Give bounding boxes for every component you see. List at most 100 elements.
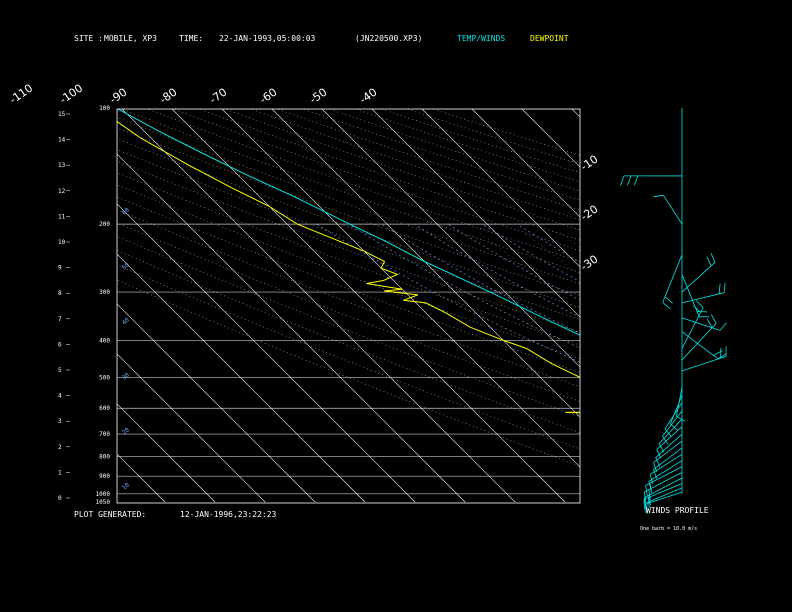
height-tick-label: 7 <box>58 316 62 323</box>
moist-adiabat-label: 10 <box>121 481 131 491</box>
wind-barb <box>663 194 683 225</box>
moist-adiabat-label: 40 <box>121 316 131 326</box>
wind-barb-feather <box>653 462 658 473</box>
isotherm-line <box>221 109 580 468</box>
wind-barb <box>644 477 683 498</box>
dry-adiabat-line <box>117 222 580 402</box>
moist-adiabat-label: 50 <box>121 261 131 271</box>
plot-frame <box>116 108 581 504</box>
height-tick-label: 11 <box>58 213 66 220</box>
isotherm-line <box>271 109 580 418</box>
dry-adiabat-line <box>117 117 580 285</box>
winds-profile-title: WINDS PROFILE <box>646 506 709 515</box>
wind-barb <box>655 433 683 458</box>
moist-adiabat-label: 60 <box>121 206 131 216</box>
pressure-tick-label: 400 <box>99 337 110 344</box>
plot-generated-value: 12-JAN-1996,23:22:23 <box>180 510 277 519</box>
wind-barb <box>681 292 725 304</box>
curve-layer <box>117 109 580 414</box>
wind-barb-feather <box>643 491 647 502</box>
height-tick-label: 0 <box>58 495 62 502</box>
wind-barb-feather <box>662 302 671 310</box>
wind-barb <box>681 307 704 349</box>
isotherm-line <box>117 153 466 503</box>
pressure-tick-label: 1050 <box>96 499 111 506</box>
pressure-tick-label: 100 <box>99 105 110 112</box>
header: SITE : MOBILE, XP3 TIME: 22-JAN-1993,05:… <box>74 34 569 43</box>
wind-barb <box>681 317 721 331</box>
wind-barb-feather <box>710 314 717 324</box>
height-tick-label: 12 <box>58 188 66 195</box>
dry-adiabat-line <box>117 127 580 296</box>
plot-generated-label: PLOT GENERATED: <box>74 510 146 519</box>
isotherm-line <box>471 109 580 218</box>
wind-barb <box>653 440 683 463</box>
wind-barb-feather <box>648 481 652 492</box>
wind-barb-feather <box>710 253 716 263</box>
isotherm-line <box>421 109 580 268</box>
wind-barb-feather <box>723 282 726 293</box>
isotherm-line <box>117 353 266 503</box>
wind-barb-feather <box>634 175 639 186</box>
wind-barb-feather <box>670 423 679 431</box>
wind-barb <box>681 323 717 361</box>
height-tick-label: 9 <box>58 265 62 272</box>
moist-adiabat-label: 30 <box>121 371 131 381</box>
height-tick-label: 1 <box>58 469 62 476</box>
wind-barb <box>681 274 700 317</box>
wind-barb-feather <box>664 296 673 304</box>
wind-barb-feather <box>664 428 672 438</box>
wind-barb-feather <box>658 443 665 453</box>
moist-adiabat-line <box>380 223 580 334</box>
pressure-tick-label: 300 <box>99 289 110 296</box>
wind-barb-feather <box>676 415 686 422</box>
dry-adiabat-line <box>117 138 580 308</box>
height-tick-label: 8 <box>58 290 62 297</box>
wind-barb <box>681 331 719 360</box>
isotherm-line <box>117 403 216 503</box>
pressure-tick-label: 500 <box>99 375 110 382</box>
wind-barb-feather <box>718 283 721 295</box>
wind-barb-feather <box>648 497 650 508</box>
wind-barb-feather <box>648 489 651 500</box>
time-value: 22-JAN-1993,05:00:03 <box>219 34 316 43</box>
winds-profile <box>620 108 727 514</box>
pressure-tick-label: 700 <box>99 431 110 438</box>
temperature-curve <box>117 109 580 336</box>
height-tick-label: 2 <box>58 444 62 451</box>
dry-adiabat-line <box>117 209 580 388</box>
wind-barb-feather <box>643 499 646 510</box>
wind-barb-feather <box>695 300 704 308</box>
grid-layer <box>117 109 580 503</box>
wind-barb <box>653 447 683 470</box>
site-value: MOBILE, XP3 <box>104 34 157 43</box>
time-label: TIME: <box>179 34 203 43</box>
wind-barb-feather <box>649 474 654 485</box>
wind-barb-feather <box>656 449 662 459</box>
site-label: SITE : <box>74 34 103 43</box>
wind-barb <box>670 395 683 425</box>
wind-barb-feather <box>653 194 664 198</box>
wind-barb-feather <box>719 322 727 331</box>
isotherm-line <box>121 109 516 503</box>
isotherm-line <box>117 203 416 503</box>
wind-barb-feather <box>648 495 651 506</box>
height-tick-label: 14 <box>58 137 66 144</box>
wind-barb-feather <box>627 175 632 186</box>
isotherm-line <box>117 253 366 503</box>
pressure-tick-label: 900 <box>99 473 110 480</box>
wind-barb <box>676 387 683 417</box>
wind-barb <box>658 418 683 444</box>
wind-barb-feather <box>662 435 669 445</box>
wind-barb-feather <box>645 485 648 496</box>
wind-barb-feather <box>706 256 712 267</box>
height-tick-label: 4 <box>58 393 62 400</box>
barb-note: One barb = 10.0 m/s <box>640 526 697 532</box>
height-tick-label: 3 <box>58 418 62 425</box>
isotherm-line <box>371 109 580 318</box>
wind-barb <box>645 487 683 504</box>
wind-barb <box>662 254 683 303</box>
isotherm-line <box>117 303 316 503</box>
